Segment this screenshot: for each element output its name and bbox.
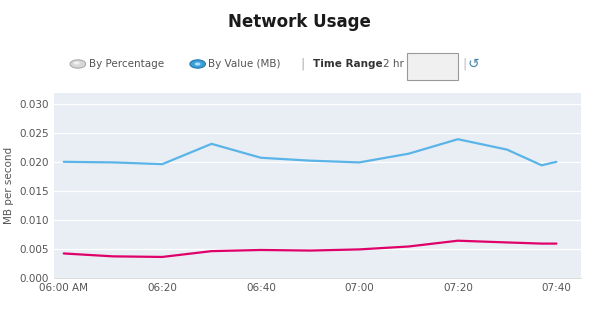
Text: |: | xyxy=(462,58,467,70)
Text: |: | xyxy=(300,58,305,70)
Y-axis label: MB per second: MB per second xyxy=(4,147,14,224)
Text: By Percentage: By Percentage xyxy=(89,59,164,69)
Text: ↺: ↺ xyxy=(467,57,479,71)
Text: 2 hr: 2 hr xyxy=(383,59,404,69)
Text: By Value (MB): By Value (MB) xyxy=(208,59,281,69)
Text: ▼: ▼ xyxy=(445,60,451,68)
Text: Network Usage: Network Usage xyxy=(228,13,371,31)
Text: Time Range: Time Range xyxy=(313,59,382,69)
